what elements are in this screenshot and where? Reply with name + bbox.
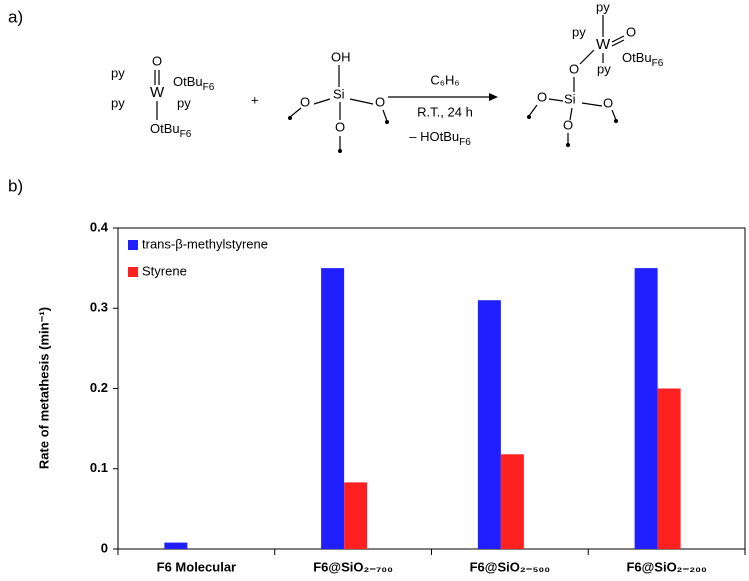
panel-label: b) (8, 176, 23, 195)
dot (566, 143, 570, 147)
condition: C₆H₆ (430, 72, 459, 87)
product: py py W O OtBuF6 py O Si O O O (527, 0, 664, 147)
bar (634, 268, 658, 549)
chart: Rate of metathesis (min⁻¹) 0 0.1 0.2 0.3 0.4… (36, 219, 746, 574)
atom: O (152, 53, 162, 68)
dot (527, 115, 531, 119)
ligand: OtBuF6 (173, 74, 215, 92)
atom: O (603, 95, 613, 110)
legend-swatch (128, 240, 138, 250)
y-tick-label: 0.3 (90, 300, 108, 315)
bar (164, 542, 188, 549)
bond (569, 107, 573, 121)
bar (344, 482, 368, 549)
legend-swatch (128, 267, 138, 277)
bar (657, 388, 681, 549)
plus: + (251, 92, 259, 107)
ligand: py (596, 0, 610, 14)
reactant-2: OH Si O O O (288, 49, 389, 153)
legend-label: trans-β-methylstyrene (142, 236, 268, 251)
dot (614, 119, 618, 123)
condition: R.T., 24 h (417, 104, 473, 119)
ligand: OtBuF6 (622, 50, 664, 68)
y-tick-label: 0.2 (90, 380, 108, 395)
atom: O (537, 89, 547, 104)
atom: Si (333, 86, 345, 101)
y-tick-label: 0.1 (90, 460, 108, 475)
atom: OH (331, 49, 351, 64)
bond (611, 35, 625, 43)
y-tick-label: 0 (101, 540, 108, 555)
condition: – HOtBuF6 (409, 129, 471, 147)
reactant-1: py O W OtBuF6 py py OtBuF6 (111, 53, 215, 139)
x-tick-label: F6@SiO₂₋₅₀₀ (470, 559, 551, 574)
atom: O (335, 119, 345, 134)
bar (321, 268, 345, 549)
bond (313, 98, 331, 105)
ligand: py (111, 95, 125, 110)
atom: O (563, 117, 573, 132)
bond (581, 102, 603, 107)
atom: O (626, 24, 636, 39)
bond (289, 107, 302, 118)
atom: Si (564, 91, 576, 106)
bar (477, 300, 501, 549)
bond (349, 98, 374, 105)
atom: O (300, 94, 310, 109)
bar (500, 454, 524, 549)
bond (528, 104, 538, 117)
bond (611, 109, 617, 121)
arrow-head (489, 93, 498, 101)
atom: O (569, 61, 579, 76)
y-tick-label: 0.4 (90, 219, 109, 234)
x-tick-label: F6@SiO₂₋₂₀₀ (626, 559, 707, 574)
ligand: py (597, 61, 611, 76)
bond (611, 39, 625, 47)
x-tick-label: F6 Molecular (157, 559, 236, 574)
bond (382, 109, 388, 122)
panel-label: a) (8, 7, 23, 26)
y-axis-label: Rate of metathesis (min⁻¹) (36, 307, 51, 469)
x-tick-label: F6@SiO₂₋₇₀₀ (313, 559, 393, 574)
ligand: py (177, 95, 191, 110)
bond (579, 49, 595, 65)
dot (288, 116, 292, 120)
atom: W (596, 36, 611, 53)
dot (338, 149, 342, 153)
dot (385, 120, 389, 124)
atom: O (375, 94, 385, 109)
legend-label: Styrene (142, 263, 187, 278)
ligand: OtBuF6 (150, 121, 192, 139)
ligand: py (111, 65, 125, 80)
atom: W (150, 84, 165, 101)
ligand: py (572, 24, 586, 39)
bond (548, 98, 564, 102)
